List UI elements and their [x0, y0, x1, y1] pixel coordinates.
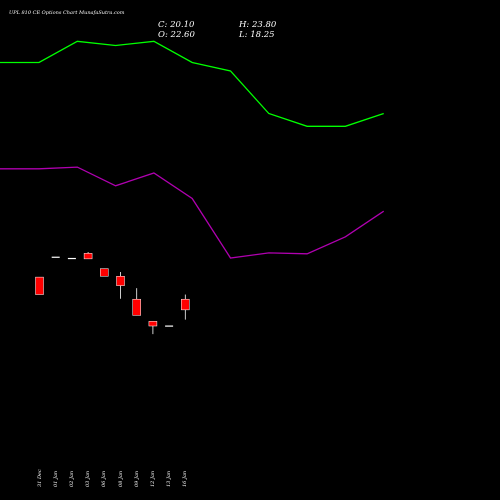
candle-body	[116, 276, 125, 286]
candle-body	[100, 268, 109, 277]
candle-09-jan	[132, 288, 141, 316]
x-tick-label: 08 Jan	[117, 470, 124, 487]
close-value: C: 20.10	[158, 20, 195, 30]
candle-body	[132, 298, 141, 316]
candle-body	[67, 257, 76, 260]
candle-body	[148, 321, 158, 327]
candle-06-jan	[100, 268, 109, 277]
x-tick-label: 02 Jan	[68, 470, 75, 487]
chart-title: UPL 810 CE Options Chart MunafaSutra.com	[9, 10, 125, 16]
candle-01-jan	[51, 256, 60, 258]
candle-13-jan	[165, 325, 174, 327]
candle-08-jan	[116, 272, 125, 299]
overlay-line-1	[0, 40, 384, 127]
x-tick-label: 13 Jan	[166, 470, 173, 487]
candle-12-jan	[148, 321, 158, 335]
candle-body	[35, 276, 44, 295]
candle-body	[51, 256, 60, 258]
candle-body	[83, 253, 93, 260]
candle-02-jan	[67, 257, 76, 260]
open-value: O: 22.60	[158, 30, 195, 40]
x-tick-label: 31 Dec	[36, 469, 43, 487]
x-tick-label: 01 Jan	[52, 470, 59, 487]
x-tick-label: 09 Jan	[133, 470, 140, 487]
candle-16-jan	[181, 294, 190, 320]
candle-31-dec	[35, 276, 44, 295]
candle-03-jan	[83, 252, 93, 260]
x-tick-label: 06 Jan	[101, 470, 108, 487]
candle-body	[165, 325, 174, 327]
high-value: H: 23.80	[239, 20, 277, 30]
low-value: L: 18.25	[239, 30, 275, 40]
candle-body	[181, 298, 190, 311]
x-tick-label: 12 Jan	[149, 470, 156, 487]
x-tick-label: 16 Jan	[182, 470, 189, 487]
x-tick-label: 03 Jan	[85, 470, 92, 487]
overlay-line-2	[0, 166, 385, 259]
